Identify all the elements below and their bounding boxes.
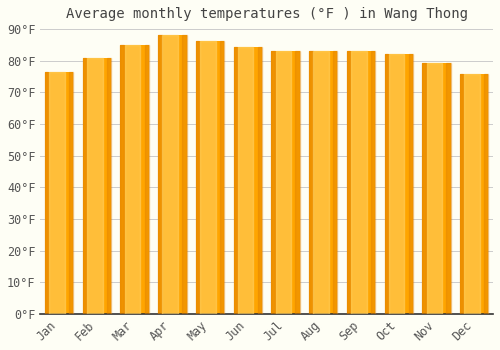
Bar [45, 72, 48, 314]
Bar [144, 44, 149, 314]
Bar [422, 63, 426, 314]
Bar [182, 35, 186, 314]
Bar [124, 44, 140, 314]
Bar [347, 51, 350, 314]
Bar [408, 54, 413, 314]
Bar [384, 54, 388, 314]
Bar [384, 54, 413, 314]
Bar [234, 47, 262, 314]
Bar [460, 74, 488, 314]
Bar [45, 72, 74, 314]
Bar [69, 72, 73, 314]
Bar [120, 44, 124, 314]
Bar [120, 44, 149, 314]
Bar [389, 54, 404, 314]
Bar [309, 51, 312, 314]
Bar [196, 41, 224, 314]
Bar [422, 63, 450, 314]
Bar [220, 41, 224, 314]
Bar [238, 47, 254, 314]
Bar [87, 58, 102, 314]
Bar [196, 41, 200, 314]
Bar [258, 47, 262, 314]
Bar [484, 74, 488, 314]
Bar [158, 35, 186, 314]
Bar [464, 74, 480, 314]
Bar [276, 51, 291, 314]
Bar [314, 51, 329, 314]
Bar [200, 41, 216, 314]
Bar [162, 35, 178, 314]
Bar [234, 47, 237, 314]
Bar [446, 63, 450, 314]
Bar [309, 51, 338, 314]
Bar [460, 74, 464, 314]
Bar [351, 51, 366, 314]
Bar [371, 51, 375, 314]
Bar [333, 51, 338, 314]
Bar [158, 35, 162, 314]
Bar [347, 51, 375, 314]
Bar [272, 51, 275, 314]
Title: Average monthly temperatures (°F ) in Wang Thong: Average monthly temperatures (°F ) in Wa… [66, 7, 468, 21]
Bar [272, 51, 299, 314]
Bar [107, 58, 111, 314]
Bar [426, 63, 442, 314]
Bar [83, 58, 86, 314]
Bar [50, 72, 65, 314]
Bar [83, 58, 111, 314]
Bar [296, 51, 300, 314]
